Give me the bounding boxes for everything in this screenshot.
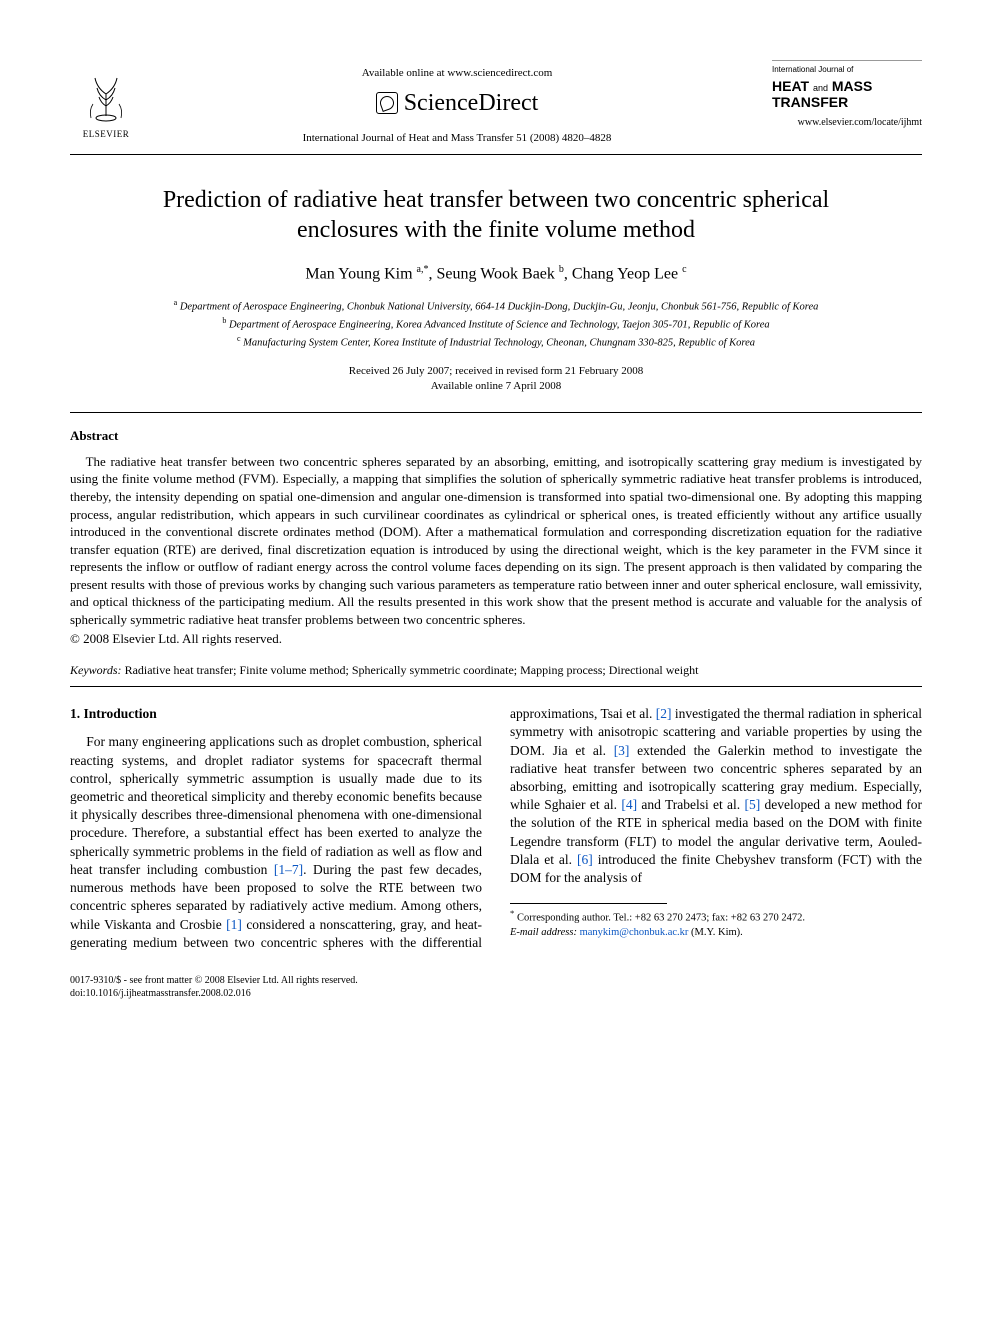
journal-word-heat: HEAT: [772, 78, 809, 94]
ref-link-4[interactable]: [4]: [621, 797, 637, 812]
abstract-copyright: © 2008 Elsevier Ltd. All rights reserved…: [70, 630, 922, 648]
corresponding-text: Corresponding author. Tel.: +82 63 270 2…: [517, 913, 805, 924]
email-line: E-mail address: manykim@chonbuk.ac.kr (M…: [510, 926, 922, 940]
section-heading-intro: 1. Introduction: [70, 705, 482, 723]
affiliations: a Department of Aerospace Engineering, C…: [70, 297, 922, 352]
ref-link-6[interactable]: [6]: [577, 852, 593, 867]
intro-p1-pre: For many engineering applications such a…: [70, 734, 482, 877]
journal-badge: International Journal of HEAT and MASS T…: [772, 60, 922, 129]
received-line: Received 26 July 2007; received in revis…: [70, 364, 922, 379]
journal-word-mass: MASS: [832, 78, 872, 94]
journal-small-label: International Journal of: [772, 65, 922, 76]
affiliation-a: a Department of Aerospace Engineering, C…: [70, 297, 922, 315]
journal-title: HEAT and MASS TRANSFER: [772, 78, 922, 110]
ref-link-1-7[interactable]: [1–7]: [274, 862, 303, 877]
email-suffix: (M.Y. Kim).: [691, 927, 743, 938]
journal-word-and: and: [813, 83, 828, 93]
available-line: Available online 7 April 2008: [70, 379, 922, 394]
email-label: E-mail address:: [510, 927, 577, 938]
intro-p2-e: and Trabelsi et al.: [637, 797, 744, 812]
rule-top: [70, 154, 922, 155]
header-center: Available online at www.sciencedirect.co…: [142, 60, 772, 146]
affiliation-a-text: Department of Aerospace Engineering, Cho…: [180, 302, 819, 313]
sciencedirect-icon: [376, 92, 398, 114]
affiliation-c-text: Manufacturing System Center, Korea Insti…: [243, 338, 755, 349]
abstract-heading: Abstract: [70, 427, 922, 445]
elsevier-tree-icon: [77, 70, 135, 128]
rule-above-abstract: [70, 412, 922, 413]
journal-url[interactable]: www.elsevier.com/locate/ijhmt: [772, 116, 922, 130]
abstract-body: The radiative heat transfer between two …: [70, 453, 922, 628]
footnote-rule: [510, 903, 667, 904]
rule-below-keywords: [70, 686, 922, 687]
ref-link-1[interactable]: [1]: [226, 917, 242, 932]
ref-link-2[interactable]: [2]: [656, 706, 672, 721]
body-two-column: 1. Introduction For many engineering app…: [70, 705, 922, 952]
footer-line-1: 0017-9310/$ - see front matter © 2008 El…: [70, 974, 922, 988]
authors-line: Man Young Kim a,*, Seung Wook Baek b, Ch…: [70, 263, 922, 285]
header-row: ELSEVIER Available online at www.science…: [70, 60, 922, 146]
dates-block: Received 26 July 2007; received in revis…: [70, 364, 922, 395]
available-online-text: Available online at www.sciencedirect.co…: [142, 66, 772, 81]
elsevier-logo: ELSEVIER: [70, 60, 142, 140]
corresponding-author: * Corresponding author. Tel.: +82 63 270…: [510, 908, 922, 926]
sciencedirect-brand: ScienceDirect: [376, 87, 539, 119]
footer-line-2: doi:10.1016/j.ijheatmasstransfer.2008.02…: [70, 987, 922, 1001]
keywords-line: Keywords: Radiative heat transfer; Finit…: [70, 662, 922, 678]
sciencedirect-label: ScienceDirect: [404, 87, 539, 119]
ref-link-5[interactable]: [5]: [745, 797, 761, 812]
footnote-block: * Corresponding author. Tel.: +82 63 270…: [510, 908, 922, 940]
affiliation-b: b Department of Aerospace Engineering, K…: [70, 315, 922, 333]
affiliation-c: c Manufacturing System Center, Korea Ins…: [70, 333, 922, 351]
keywords-values: Radiative heat transfer; Finite volume m…: [125, 663, 699, 677]
citation-line: International Journal of Heat and Mass T…: [142, 131, 772, 146]
elsevier-label: ELSEVIER: [83, 128, 130, 140]
journal-word-transfer: TRANSFER: [772, 94, 848, 110]
email-link[interactable]: manykim@chonbuk.ac.kr: [580, 927, 689, 938]
ref-link-3[interactable]: [3]: [614, 743, 630, 758]
page-footer: 0017-9310/$ - see front matter © 2008 El…: [70, 974, 922, 1001]
affiliation-b-text: Department of Aerospace Engineering, Kor…: [229, 320, 770, 331]
keywords-label: Keywords:: [70, 663, 122, 677]
abstract-paragraph: The radiative heat transfer between two …: [70, 453, 922, 628]
article-title: Prediction of radiative heat transfer be…: [110, 185, 882, 245]
